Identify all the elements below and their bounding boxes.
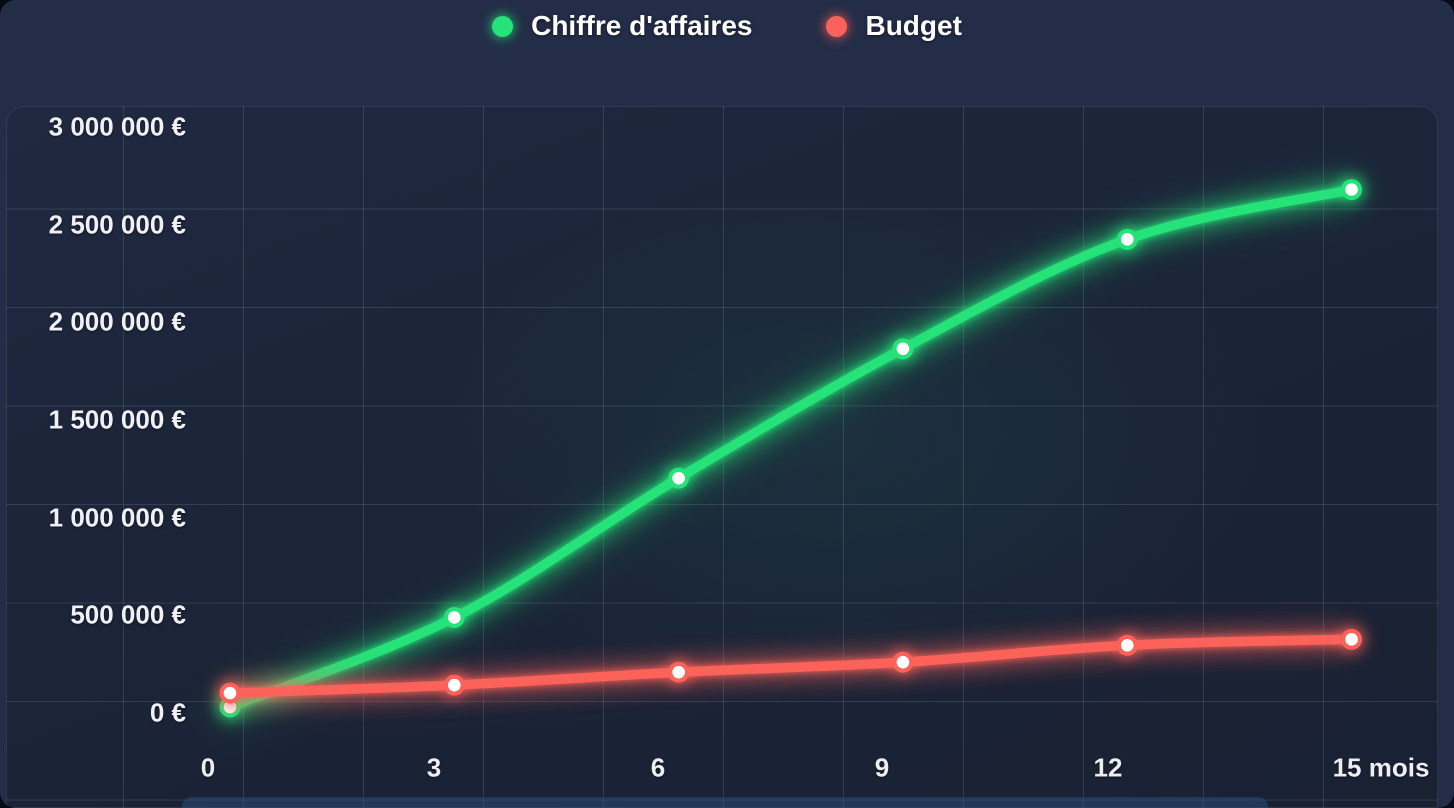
x-axis-tick-label: 6 xyxy=(650,752,666,783)
legend-label: Chiffre d'affaires xyxy=(531,10,753,41)
y-axis-tick-label: 0 € xyxy=(149,697,186,728)
y-axis-tick-label: 2 500 000 € xyxy=(48,209,186,240)
chart-legend: Chiffre d'affaires Budget xyxy=(0,10,1454,42)
legend-dot-green-icon xyxy=(492,15,514,37)
x-axis-tick-label: 15 mois xyxy=(1332,752,1430,783)
y-axis-tick-label: 1 500 000 € xyxy=(48,404,186,435)
bottom-edge-accent xyxy=(182,797,1268,808)
x-axis-tick-label: 3 xyxy=(426,752,442,783)
legend-label: Budget xyxy=(865,10,962,41)
legend-item-chiffre-daffaires[interactable]: Chiffre d'affaires xyxy=(492,10,752,42)
x-axis-tick-label: 9 xyxy=(874,752,890,783)
y-axis-tick-label: 1 000 000 € xyxy=(48,502,186,533)
y-axis-tick-label: 2 000 000 € xyxy=(48,306,186,337)
legend-dot-red-icon xyxy=(826,15,848,37)
x-axis-tick-label: 0 xyxy=(200,752,216,783)
y-axis-tick-label: 3 000 000 € xyxy=(48,111,186,142)
y-axis-tick-label: 500 000 € xyxy=(70,599,186,630)
x-axis-tick-label: 12 xyxy=(1093,752,1123,783)
plot-area xyxy=(6,106,1438,808)
legend-item-budget[interactable]: Budget xyxy=(826,10,962,42)
plot-glow-overlay xyxy=(6,106,1438,808)
